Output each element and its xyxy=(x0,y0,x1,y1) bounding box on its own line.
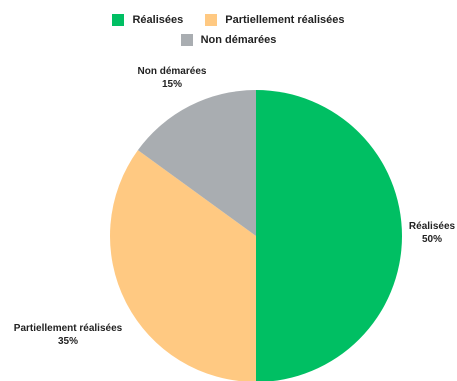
slice-label-value: 50% xyxy=(422,234,442,245)
legend-item-non-demarees: Non démarées xyxy=(180,34,277,46)
slice-label-non-demarees: Non démarées 15% xyxy=(138,66,207,90)
slice-label-name: Réalisées xyxy=(409,221,456,232)
legend-row-2: Non démarées xyxy=(0,30,457,50)
slice-label-partiellement-realisees: Partiellement réalisées 35% xyxy=(14,323,123,347)
slice-label-name: Partiellement réalisées xyxy=(14,323,123,334)
legend: Réalisées Partiellement réalisées Non dé… xyxy=(0,10,457,50)
legend-label-partiellement-realisees: Partiellement réalisées xyxy=(225,14,345,26)
legend-row-1: Réalisées Partiellement réalisées xyxy=(0,10,457,30)
slice-label-name: Non démarées xyxy=(138,66,207,77)
legend-swatch-non-demarees xyxy=(180,34,193,46)
legend-swatch-realisees xyxy=(112,14,125,26)
pie-labels: Réalisées 50% Partiellement réalisées 35% No… xyxy=(14,66,456,347)
slice-label-value: 35% xyxy=(58,336,78,347)
legend-swatch-partiellement-realisees xyxy=(205,14,218,26)
pie-slice-partiellement-realisees xyxy=(110,150,256,381)
slice-label-realisees: Réalisées 50% xyxy=(409,221,456,245)
legend-item-realisees: Réalisées xyxy=(112,14,183,26)
pie-slices xyxy=(110,90,402,381)
legend-label-non-demarees: Non démarées xyxy=(200,34,277,46)
pie-slice-realisees xyxy=(256,90,402,381)
legend-item-partiellement-realisees: Partiellement réalisées xyxy=(205,14,345,26)
pie-slice-non-demarees xyxy=(137,90,256,236)
slice-label-value: 15% xyxy=(162,79,182,90)
legend-label-realisees: Réalisées xyxy=(132,14,184,26)
